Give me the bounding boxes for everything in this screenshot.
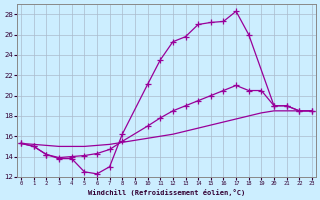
X-axis label: Windchill (Refroidissement éolien,°C): Windchill (Refroidissement éolien,°C)	[88, 189, 245, 196]
